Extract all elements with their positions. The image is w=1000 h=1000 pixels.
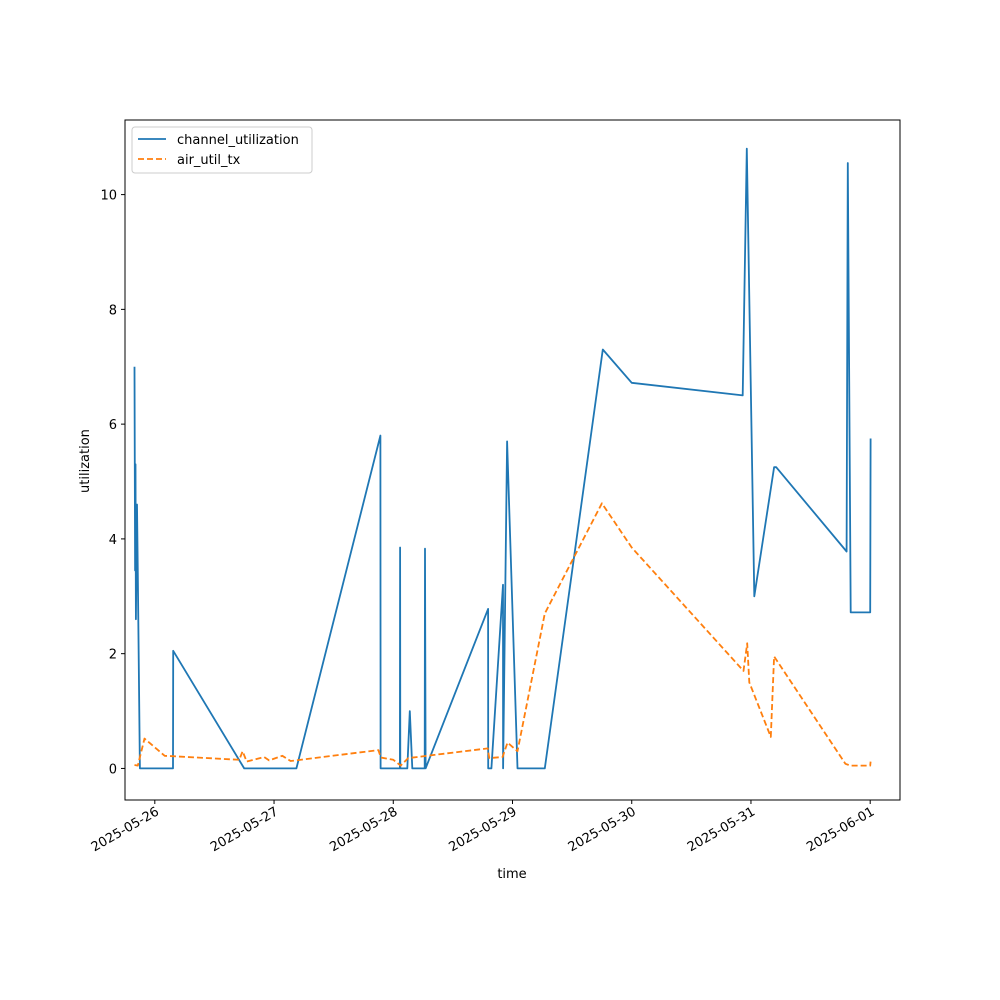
x-tick-label: 2025-05-28 <box>327 804 400 855</box>
y-axis: 0 2 4 6 8 10 <box>100 189 125 777</box>
series-line-air-util-tx <box>134 502 872 767</box>
legend: channel_utilization air_util_tx <box>131 126 313 174</box>
x-tick-label: 2025-05-30 <box>566 804 639 855</box>
x-tick-label: 2025-05-31 <box>685 804 758 855</box>
legend-label-air-util-tx: air_util_tx <box>177 153 241 168</box>
y-tick-label: 10 <box>100 189 117 204</box>
x-tick-label: 2025-05-26 <box>89 804 162 855</box>
x-axis-label: time <box>497 867 526 882</box>
plot-frame <box>124 119 901 801</box>
plot-area <box>133 147 872 770</box>
legend-frame <box>131 126 313 174</box>
series-line-channel-utilization <box>133 147 872 770</box>
x-axis: 2025-05-26 2025-05-27 2025-05-28 2025-05-29… <box>89 800 877 855</box>
legend-label-channel-utilization: channel_utilization <box>177 133 299 148</box>
y-tick-label: 0 <box>109 762 117 777</box>
x-tick-label: 2025-06-01 <box>804 804 877 855</box>
y-axis-label: utilization <box>78 429 93 493</box>
x-tick-label: 2025-05-29 <box>447 804 520 855</box>
x-tick-label: 2025-05-27 <box>208 804 281 855</box>
y-tick-label: 4 <box>109 533 117 548</box>
y-tick-label: 6 <box>109 418 117 433</box>
y-tick-label: 2 <box>109 648 117 663</box>
y-tick-label: 8 <box>109 303 117 318</box>
